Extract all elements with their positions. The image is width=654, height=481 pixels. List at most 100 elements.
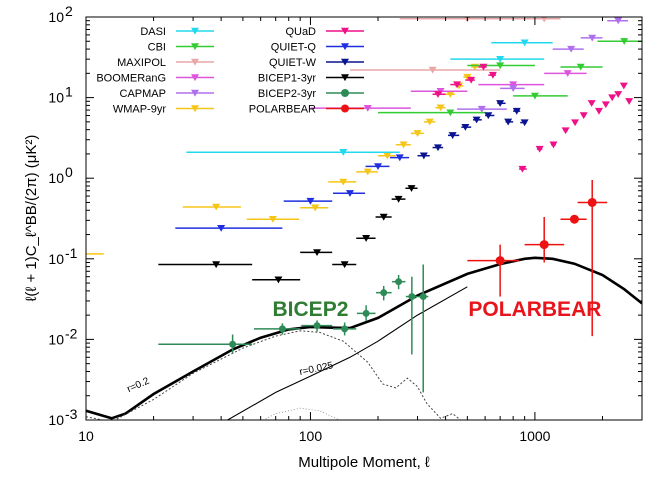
annotation-label: POLARBEAR	[468, 298, 601, 321]
bicep1-3yr-limit-marker	[394, 195, 403, 203]
quiet-q-limit-marker	[345, 190, 354, 197]
quad-limit-marker	[535, 145, 544, 153]
quad-limit-marker	[579, 112, 588, 120]
cbi-limit-marker	[446, 109, 455, 117]
quad-limit-marker	[601, 101, 610, 109]
bicep1-3yr-limit-marker	[340, 261, 349, 269]
quiet-w-limit-marker	[512, 107, 521, 115]
legend-triangle-marker	[341, 43, 349, 51]
bicep2-3yr-point	[278, 325, 286, 333]
boomerang-limit-marker	[363, 104, 372, 112]
legend-triangle-marker	[191, 27, 199, 35]
bicep1-3yr-limit-marker	[313, 249, 322, 257]
bicep2-3yr-point	[229, 340, 237, 348]
quiet-q-limit-marker	[306, 197, 315, 205]
y-tick-exponent: -2	[65, 325, 78, 341]
legend-label: QUIET-W	[269, 57, 317, 69]
quiet-w-limit-marker	[520, 119, 529, 127]
polarbear-point	[495, 256, 505, 266]
bicep1-3yr-limit-marker	[407, 185, 416, 192]
legend-label: QUaD	[285, 26, 316, 38]
bicep2-3yr-point	[341, 325, 349, 333]
legend-triangle-marker	[191, 58, 199, 66]
wmap-9yr-limit-marker	[339, 178, 348, 186]
bicep1-3yr-limit-marker	[212, 261, 221, 269]
bicep2-3yr-point	[362, 309, 370, 317]
polarbear-point	[587, 197, 597, 207]
maxipol-limit-marker	[428, 66, 437, 74]
quad-limit-marker	[625, 98, 634, 105]
polarbear-point	[569, 214, 579, 224]
boomerang-limit-marker	[509, 81, 518, 89]
annotation-label: BICEP2	[273, 298, 349, 321]
y-tick-label: 10	[48, 331, 64, 347]
capmap-limit-marker	[509, 85, 518, 93]
quad-limit-marker	[433, 91, 442, 98]
wmap-9yr-limit-marker	[268, 215, 277, 223]
y-tick-label: 10	[48, 9, 64, 25]
x-axis-title: Multipole Moment, ℓ	[298, 454, 430, 471]
quad-limit-marker	[561, 127, 570, 135]
dasi-limit-marker	[496, 55, 505, 63]
legend-triangle-marker	[341, 27, 349, 35]
legend-label: BICEP2-3yr	[258, 88, 316, 100]
model-curve-1	[226, 286, 468, 420]
quad-limit-marker	[479, 63, 488, 71]
legend-label: POLARBEAR	[249, 104, 316, 116]
quad-limit-marker	[571, 119, 580, 127]
quiet-q-limit-marker	[395, 154, 404, 162]
quiet-w-limit-marker	[472, 116, 481, 124]
bicep2-3yr-point	[408, 293, 416, 301]
quiet-w-limit-marker	[419, 152, 428, 160]
capmap-limit-marker	[614, 17, 623, 25]
bicep2-3yr-point	[313, 322, 321, 330]
legend-triangle-marker	[191, 43, 199, 51]
legend-triangle-marker	[341, 58, 349, 66]
capmap-limit-marker	[477, 105, 486, 113]
bicep2-3yr-point	[419, 293, 427, 301]
y-tick-label: 10	[48, 170, 64, 186]
bicep1-3yr-limit-marker	[274, 276, 283, 284]
annotation-label: r=0.2	[125, 376, 151, 396]
y-tick-exponent: 0	[65, 164, 73, 180]
wmap-9yr-limit-marker	[463, 73, 472, 81]
quiet-w-limit-marker	[448, 132, 457, 139]
data-layer	[86, 17, 642, 420]
legend-triangle-marker	[191, 105, 199, 113]
quiet-w-limit-marker	[433, 144, 442, 152]
quad-limit-marker	[467, 76, 476, 84]
x-tick-label: 1000	[519, 428, 550, 444]
annotation-label: r=0.025	[299, 360, 335, 378]
legend-label: QUIET-Q	[271, 42, 317, 54]
quiet-q-limit-marker	[217, 224, 226, 232]
quad-limit-marker	[453, 81, 462, 89]
legend-circle-marker	[341, 104, 349, 113]
wmap-9yr-limit-marker	[413, 130, 422, 137]
cbi-limit-marker	[576, 63, 585, 71]
bicep1-3yr-limit-marker	[362, 235, 371, 242]
wmap-9yr-limit-marker	[425, 118, 434, 126]
quiet-w-limit-marker	[496, 100, 505, 107]
capmap-limit-marker	[567, 45, 576, 53]
dasi-limit-marker	[339, 149, 348, 156]
wmap-9yr-limit-marker	[436, 104, 445, 112]
legend-label: MAXIPOL	[117, 57, 166, 69]
polarbear-point	[539, 240, 549, 250]
y-tick-exponent: -1	[65, 245, 78, 261]
bicep2-3yr-point	[380, 289, 388, 297]
wmap-9yr-limit-marker	[399, 141, 408, 149]
cbi-limit-marker	[496, 62, 505, 70]
quad-limit-marker	[595, 107, 604, 115]
legend-triangle-marker	[191, 89, 199, 97]
quiet-w-limit-marker	[461, 123, 470, 131]
quad-limit-marker	[587, 100, 596, 107]
wmap-9yr-limit-marker	[311, 204, 320, 212]
capmap-limit-marker	[588, 34, 597, 42]
wmap-9yr-limit-marker	[363, 168, 372, 176]
quiet-w-limit-marker	[484, 112, 493, 120]
wmap-9yr-limit-marker	[383, 152, 392, 160]
y-tick-exponent: 1	[65, 84, 73, 100]
legend-label: CAPMAP	[120, 88, 166, 100]
